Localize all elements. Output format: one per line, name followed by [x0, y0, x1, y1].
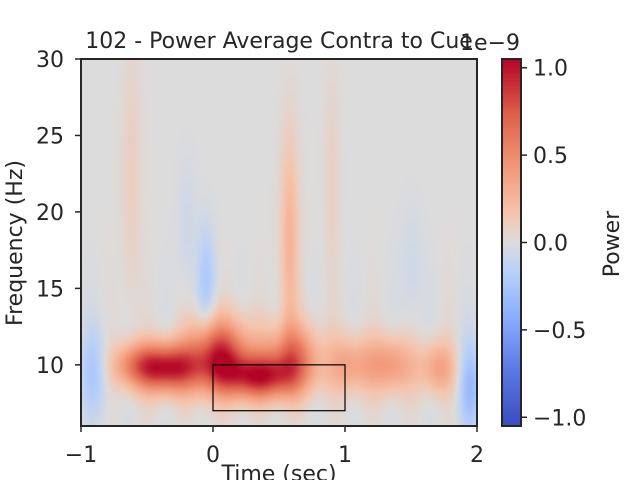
colorbar-tick-label: 0.5: [533, 144, 568, 169]
colorbar-gradient: [502, 59, 521, 426]
x-axis-ticks: −1 0 1 2: [65, 426, 484, 468]
colorbar: 1.0 0.5 0.0 −0.5 −1.0 1e−9 Power: [460, 31, 625, 431]
colorbar-tick-label: 0.0: [533, 232, 568, 257]
colorbar-tick-label: −1.0: [533, 406, 586, 431]
heatmap-image: [81, 59, 477, 426]
y-tick-label: 25: [36, 124, 64, 149]
colorbar-offset-label: 1e−9: [460, 31, 520, 56]
x-axis-label: Time (sec): [220, 462, 336, 480]
roi-box: [212, 364, 346, 412]
y-axis-label: Frequency (Hz): [3, 160, 28, 326]
plot-frame: [80, 58, 478, 427]
colorbar-tick-label: −0.5: [533, 319, 586, 344]
colorbar-label: Power: [600, 210, 625, 277]
colorbar-tick-label: 1.0: [533, 57, 568, 82]
y-tick-label: 10: [36, 354, 64, 379]
y-tick-label: 20: [36, 201, 64, 226]
x-tick-label: −1: [65, 443, 97, 468]
colorbar-ticks: 1.0 0.5 0.0 −0.5 −1.0: [521, 57, 586, 431]
chart-title: 102 - Power Average Contra to Cue: [85, 29, 473, 54]
heatmap-plot: [81, 59, 477, 426]
x-tick-label: 2: [470, 443, 484, 468]
y-tick-label: 15: [36, 277, 64, 302]
y-tick-label: 30: [36, 48, 64, 73]
x-tick-label: 0: [206, 443, 220, 468]
x-tick-label: 1: [338, 443, 352, 468]
y-axis-ticks: 10 15 20 25 30: [36, 48, 81, 379]
